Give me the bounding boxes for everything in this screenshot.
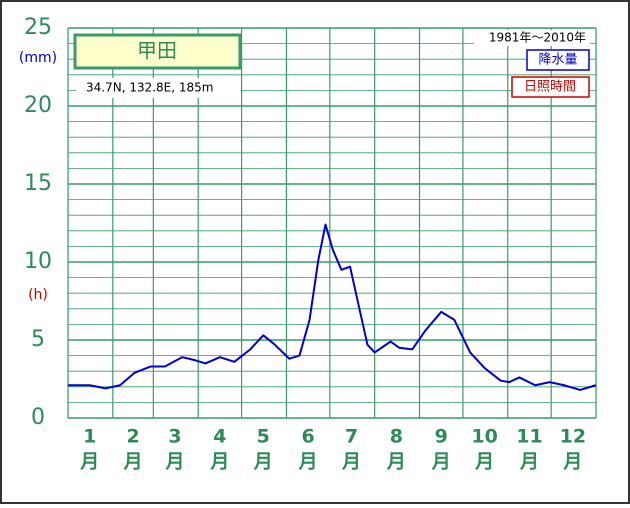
x-tick-unit: 月 [474,451,494,473]
x-tick-label: 4 [213,426,226,448]
period: 1981年〜2010年 [489,31,586,45]
y-tick-label: 15 [24,171,52,196]
legend-box [526,49,590,71]
period-bg [474,30,590,46]
location: 34.7N, 132.8E, 185m [86,81,213,95]
x-tick-label: 10 [471,426,497,448]
x-tick-unit: 月 [253,451,273,473]
x-tick-label: 8 [390,426,403,448]
legend-label: 日照時間 [524,80,576,95]
location-bg [76,78,241,98]
x-tick-label: 5 [257,426,270,448]
x-tick-label: 12 [560,426,586,448]
x-tick-label: 11 [516,426,542,448]
y-tick-label: 25 [24,15,52,40]
y-tick-label: 20 [24,93,52,118]
legend-label: 降水量 [538,53,577,68]
y-tick-label: 0 [31,405,45,430]
station-box [73,33,242,70]
x-tick-label: 9 [435,426,448,448]
line [68,223,597,391]
x-tick-unit: 月 [562,451,582,473]
station: 甲田 [137,39,177,63]
y-unit: (mm) [19,50,57,66]
x-tick-unit: 月 [519,451,539,473]
x-tick-label: 7 [345,426,358,448]
x-tick-unit: 月 [123,451,143,473]
x-tick-unit: 月 [298,451,318,473]
x-tick-unit: 月 [341,451,361,473]
x-tick-label: 1 [83,426,96,448]
legend-box [511,76,590,98]
x-tick-unit: 月 [165,451,185,473]
x-tick-label: 2 [126,426,139,448]
y2-unit: (h) [28,287,48,303]
x-tick-unit: 月 [209,451,229,473]
x-tick-unit: 月 [386,451,406,473]
x-tick-label: 3 [168,426,181,448]
x-tick-label: 6 [302,426,315,448]
y-tick-label: 10 [24,249,52,274]
x-tick-unit: 月 [431,451,451,473]
y-tick-label: 5 [31,327,45,352]
x-tick-unit: 月 [79,451,99,473]
